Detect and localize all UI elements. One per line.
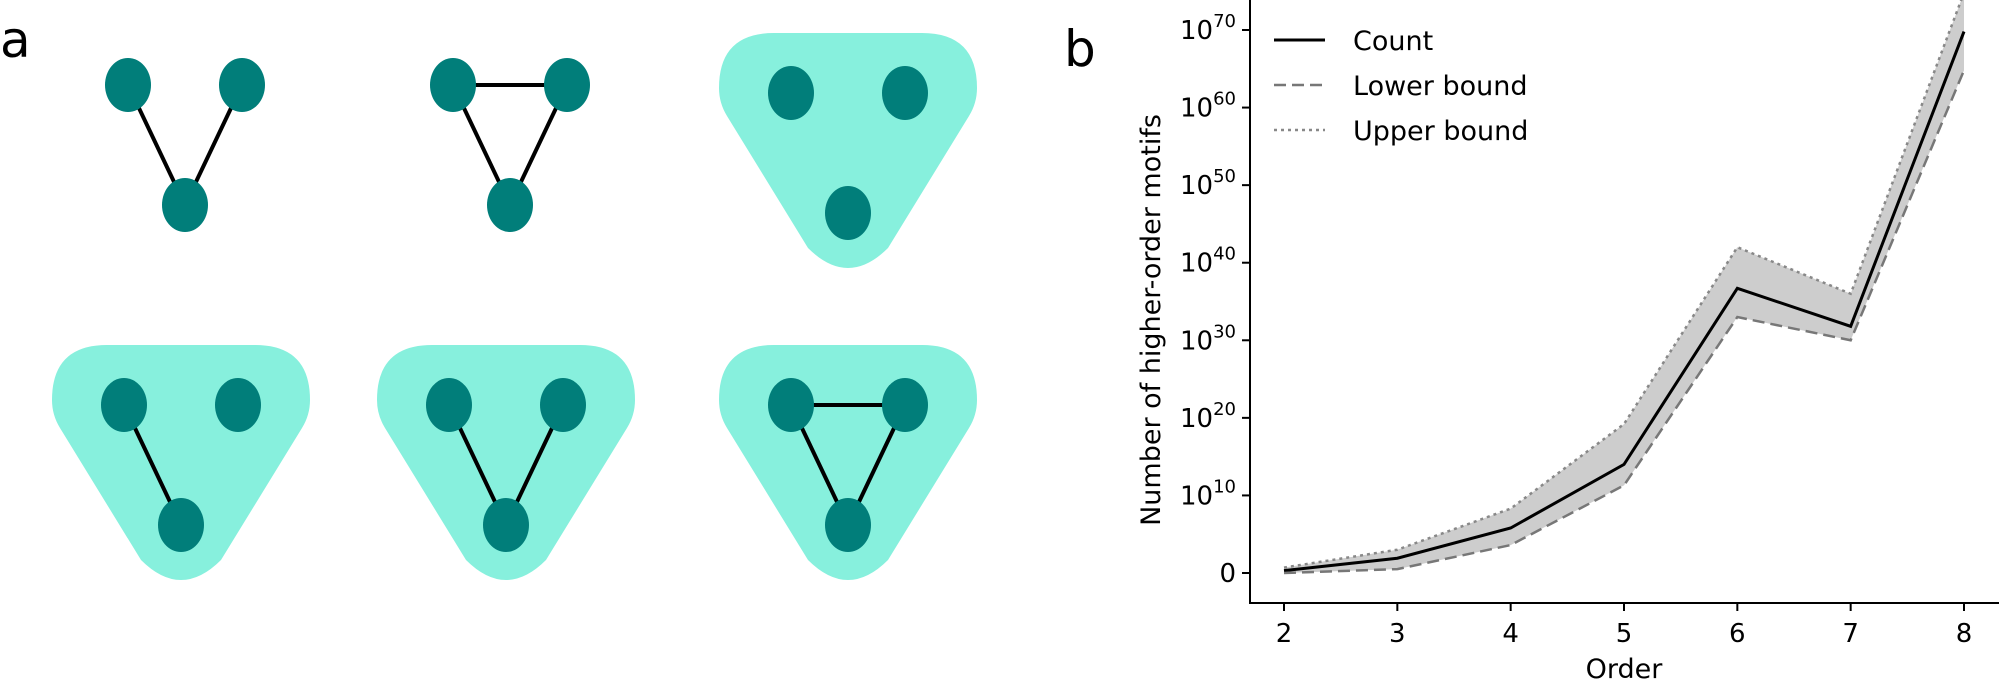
x-tick-label: 2 [1276, 619, 1293, 649]
motif-node [101, 378, 147, 432]
motif-grid [52, 33, 977, 580]
motif-node [219, 58, 265, 112]
chart: 0 1010 1020 1030 1040 1050 1060 1070 2 3 4 5 6 7 8 Or… [1136, 0, 1999, 681]
x-tick-label: 5 [1616, 619, 1633, 649]
motif-node [426, 378, 472, 432]
motif-node [430, 58, 476, 112]
motif-node [162, 178, 208, 232]
legend-label: Lower bound [1353, 71, 1528, 102]
x-tick-label: 8 [1956, 619, 1973, 649]
legend-label: Count [1353, 26, 1433, 57]
legend-label: Upper bound [1353, 116, 1528, 147]
panel-a-label: a [0, 11, 31, 69]
motif-node [105, 58, 151, 112]
motif-5 [377, 345, 635, 580]
motif-6 [719, 345, 977, 580]
x-tick-label: 6 [1729, 619, 1746, 649]
motif-node [882, 378, 928, 432]
y-tick-label: 1010 [1180, 476, 1236, 511]
y-tick-label: 1040 [1180, 244, 1236, 279]
y-tick-label: 1060 [1180, 89, 1236, 124]
bound-band-layer [1284, 0, 1964, 573]
y-tick-label: 1020 [1180, 399, 1236, 434]
motif-node [544, 58, 590, 112]
motif-node [540, 378, 586, 432]
series-line-count [1283, 31, 1966, 573]
motif-2 [430, 58, 590, 232]
y-tick-label: 1030 [1180, 321, 1236, 356]
motif-node [158, 498, 204, 552]
motif-node [882, 66, 928, 120]
x-ticks: 2 3 4 5 6 7 8 [1276, 603, 1973, 649]
motif-1 [105, 58, 265, 232]
motif-3 [719, 33, 977, 268]
y-ticks: 0 1010 1020 1030 1040 1050 1060 1070 [1180, 11, 1250, 589]
x-tick-label: 4 [1502, 619, 1519, 649]
motif-node [483, 498, 529, 552]
series-line-upper-bound [1283, 0, 1963, 569]
series-line-lower-bound [1283, 69, 1966, 575]
x-axis-title: Order [1586, 654, 1664, 681]
bound-band [1284, 0, 1964, 573]
motif-node [487, 178, 533, 232]
motif-node [825, 498, 871, 552]
series-layer [1283, 0, 1966, 575]
motif-node [768, 66, 814, 120]
y-tick-label: 1070 [1180, 11, 1236, 46]
motif-node [215, 378, 261, 432]
x-tick-label: 3 [1389, 619, 1406, 649]
motif-4 [52, 345, 310, 580]
panel-b-label: b [1064, 20, 1096, 78]
y-axis-title: Number of higher-order motifs [1136, 114, 1167, 526]
y-tick-label: 1050 [1180, 166, 1236, 201]
legend: Count Lower bound Upper bound [1274, 26, 1528, 147]
motif-node [825, 186, 871, 240]
x-tick-label: 7 [1842, 619, 1859, 649]
motif-node [768, 378, 814, 432]
y-tick-label: 0 [1219, 559, 1236, 589]
